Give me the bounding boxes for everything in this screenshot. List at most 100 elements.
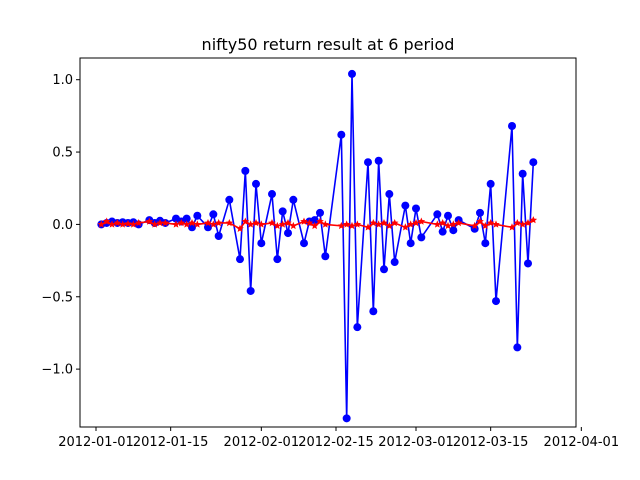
series-1-point-17 <box>204 218 212 227</box>
series-0-point-62 <box>518 169 527 178</box>
series-0-point-58 <box>486 179 495 188</box>
series-0-point-38 <box>348 69 356 78</box>
series-0-point-18 <box>209 210 218 219</box>
series-0-point-14 <box>182 214 191 223</box>
series-1-point-56 <box>476 217 484 225</box>
y-axis: 1.0 0.5 0.0 −0.5 −1.0 <box>41 73 80 378</box>
series-1-point-22 <box>241 217 250 225</box>
series-0-point-42 <box>374 156 383 165</box>
series-1-point-31 <box>300 217 308 225</box>
series-0-point-59 <box>492 297 500 306</box>
series-1-point-21 <box>236 224 244 232</box>
y-tick-label-2: 0.0 <box>52 218 73 233</box>
series-0-point-57 <box>481 239 490 248</box>
series-0-point-23 <box>246 286 255 295</box>
series-0-point-16 <box>193 211 202 220</box>
series-0-point-45 <box>390 258 399 267</box>
series-1-point-58 <box>486 218 495 227</box>
series-0-point-19 <box>214 231 223 240</box>
series-1-point-32 <box>305 218 314 227</box>
series-0-point-31 <box>300 239 308 248</box>
plot-frame <box>79 57 577 428</box>
y-tick-label-4: −1.0 <box>41 363 73 378</box>
series-1-point-4 <box>118 220 127 228</box>
series-0-point-60 <box>508 122 516 131</box>
series-1-point-23 <box>246 220 255 228</box>
series-1-point-53 <box>449 220 458 228</box>
x-tick-label-0: 2012-01-01 <box>58 435 134 450</box>
series-1-point-12 <box>172 220 180 228</box>
series-1-point-15 <box>188 218 196 227</box>
series-1-point-59 <box>492 220 500 228</box>
series-1-point-51 <box>438 218 447 227</box>
series-1-point-5 <box>124 219 132 227</box>
series-0-point-36 <box>337 130 346 139</box>
series-0-point-63 <box>524 259 532 268</box>
series-1-point-60 <box>508 223 516 231</box>
series-1-point-35 <box>321 220 330 228</box>
series-1 <box>97 216 538 232</box>
series-1-point-57 <box>481 221 490 230</box>
series-0-point-56 <box>476 208 484 217</box>
series-1-point-6 <box>129 220 138 228</box>
series-0-point-35 <box>321 252 330 261</box>
series-1-point-52 <box>444 221 452 230</box>
series-0-point-40 <box>364 158 372 167</box>
series-1-point-14 <box>182 220 191 228</box>
series-0-point-51 <box>438 227 447 236</box>
series-1-point-50 <box>433 220 442 228</box>
y-tick-label-1: 0.5 <box>52 146 73 161</box>
series-1-point-47 <box>406 220 415 228</box>
series-0-point-50 <box>433 210 442 219</box>
series-0-point-34 <box>316 208 324 217</box>
series-1-point-34 <box>316 217 324 225</box>
series-0-point-39 <box>353 323 362 332</box>
series-layer <box>97 69 538 423</box>
series-1-point-39 <box>353 220 362 228</box>
series-1-point-8 <box>145 217 154 225</box>
series-1-point-28 <box>278 220 287 228</box>
series-1-point-36 <box>337 221 346 230</box>
series-1-point-41 <box>369 218 378 227</box>
series-0-point-21 <box>236 255 244 264</box>
y-tick-label-3: −0.5 <box>41 290 73 305</box>
series-0-point-49 <box>417 233 426 242</box>
x-tick-label-5: 2012-03-15 <box>453 435 529 450</box>
series-0-point-20 <box>225 195 234 204</box>
series-1-point-1 <box>102 217 111 225</box>
series-1-point-2 <box>108 220 116 228</box>
series-1-point-48 <box>412 218 420 227</box>
series-1-point-3 <box>113 218 122 227</box>
series-0-point-22 <box>241 166 250 175</box>
series-1-point-44 <box>385 221 394 230</box>
series-1-point-64 <box>529 216 538 224</box>
series-0-point-27 <box>273 255 282 264</box>
series-1-point-40 <box>364 223 372 231</box>
series-0-point-47 <box>406 239 415 248</box>
series-1-point-45 <box>390 218 399 227</box>
series-0-point-37 <box>342 414 351 423</box>
series-1-point-25 <box>257 220 266 228</box>
series-1-point-38 <box>348 221 356 230</box>
series-0-point-55 <box>470 224 479 233</box>
series-1-point-29 <box>284 218 292 227</box>
series-1-point-62 <box>518 220 527 228</box>
series-0-point-61 <box>513 343 522 352</box>
x-axis: 2012-01-01 2012-01-15 2012-02-01 2012-02-15… <box>58 427 619 450</box>
series-0-point-64 <box>529 158 538 167</box>
series-0-point-46 <box>401 201 410 210</box>
series-0-point-43 <box>380 265 388 274</box>
series-1-point-46 <box>401 223 410 231</box>
series-1-point-33 <box>310 221 319 230</box>
series-1-point-27 <box>273 221 282 230</box>
series-0-point-26 <box>268 190 276 199</box>
series-1-point-13 <box>177 218 186 227</box>
series-1-point-54 <box>454 218 463 227</box>
series-1-point-63 <box>524 218 532 227</box>
series-1-point-7 <box>134 218 143 227</box>
series-1-point-55 <box>470 221 479 230</box>
x-tick-label-2: 2012-02-01 <box>224 435 300 450</box>
series-1-point-43 <box>380 218 388 227</box>
series-0-point-41 <box>369 307 378 316</box>
